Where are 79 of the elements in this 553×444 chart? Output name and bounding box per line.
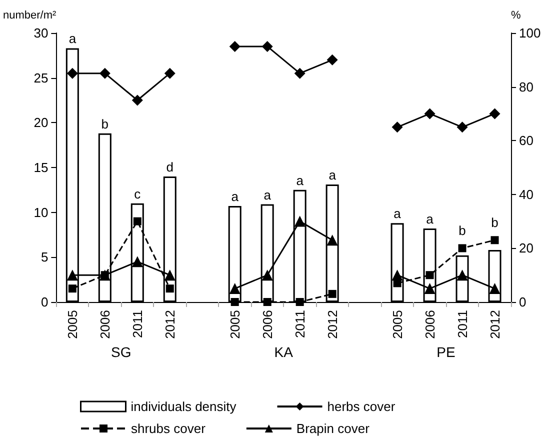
point [68,284,76,293]
point [230,298,239,306]
x-tick-label: 2012 [162,310,178,339]
point [164,68,176,79]
x-tick-label: 2006 [422,310,438,339]
data-label: d [166,159,174,174]
data-label: a [394,206,402,222]
text: PE [436,344,456,360]
point [456,270,468,281]
y-tick-label: 10 [34,204,48,220]
point [262,40,273,52]
point [294,68,306,79]
point [392,122,403,133]
point [263,298,272,306]
x-tick-label: 2006 [260,310,275,339]
y2-axis-title: % [511,10,521,22]
point [326,234,338,246]
x-tick-label: 2005 [64,310,80,339]
data-label: a [231,189,240,204]
y-axis-title: number/m² [2,10,57,22]
point [164,270,176,281]
x-tick-label: 2011 [292,310,308,338]
legend-label: individuals density [130,399,237,414]
point [489,108,500,120]
point [66,68,78,79]
point [166,284,174,293]
y-tick-label: 0 [40,294,48,310]
data-label: a [296,172,304,188]
x-tick-label: 2012 [487,310,502,339]
data-label: a [328,168,337,183]
point [133,217,142,226]
data-label: a [264,187,272,202]
data-label: a [68,31,77,46]
y-tick-label: 30 [34,26,48,40]
y-tick-label: 15 [34,160,48,175]
point [328,290,336,298]
data-label: b [491,215,498,230]
y2-tick-label: 100 [519,26,541,40]
point [426,271,434,280]
point [99,68,110,79]
point [296,298,304,306]
point [424,283,436,294]
point [489,283,500,294]
x-tick-label: 2011 [130,310,145,338]
y2-tick-label: 40 [519,186,534,202]
legend-label: herbs cover [327,399,396,414]
y-tick-label: 25 [34,70,48,86]
x-tick-label: 2006 [97,310,112,339]
y2-tick-label: 60 [519,133,534,148]
point [66,270,78,281]
x-tick-label: 2011 [454,310,470,338]
text: KA [274,344,294,360]
x-tick-label: 2005 [390,310,405,339]
point [132,94,143,106]
y2-tick-label: 0 [519,294,526,310]
legend-label: Brapin cover [296,421,370,436]
point [392,270,403,281]
y-tick-label: 20 [34,115,48,130]
x-tick-label: 2012 [324,310,340,339]
point [262,270,273,281]
y2-tick-label: 80 [519,79,534,94]
point [132,256,143,268]
point [490,236,499,244]
data-label: a [426,211,434,226]
data-label: c [134,186,142,202]
data-label: b [101,116,109,132]
x-tick-label: 2005 [227,310,242,339]
point [229,40,240,52]
point [458,244,466,252]
point [456,122,468,133]
point [424,108,436,120]
text: SG [111,344,132,360]
point [326,54,338,66]
legend-label: shrubs cover [131,421,206,436]
data-label: b [458,223,466,238]
y-tick-label: 5 [40,250,48,265]
point [294,216,306,227]
y2-tick-label: 20 [519,240,534,256]
point [229,283,240,294]
